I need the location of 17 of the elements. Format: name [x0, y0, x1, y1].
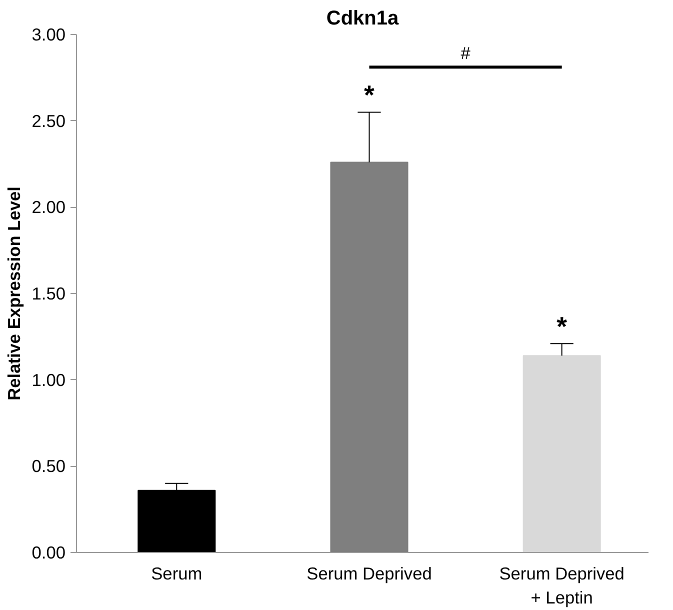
y-tick-label: 0.00 — [32, 542, 66, 562]
bar — [330, 162, 408, 552]
y-tick-label: 0.50 — [32, 456, 66, 476]
x-tick-label: Serum — [151, 564, 202, 584]
x-tick-label: Serum Deprived + Leptin — [499, 564, 624, 608]
bar — [522, 355, 601, 552]
y-axis-title: Relative Expression Level — [4, 186, 24, 400]
annotation: * — [364, 80, 376, 110]
annotation: # — [460, 43, 471, 64]
chart-title: Cdkn1a — [326, 8, 400, 30]
y-tick-label: 1.50 — [32, 284, 66, 304]
annotation: * — [556, 312, 568, 342]
y-tick-label: 2.00 — [32, 197, 66, 218]
y-tick-label: 1.00 — [32, 370, 66, 390]
y-tick-label: 3.00 — [32, 24, 66, 44]
x-tick-label: Serum Deprived — [306, 564, 432, 584]
y-tick-label: 2.50 — [32, 110, 66, 131]
